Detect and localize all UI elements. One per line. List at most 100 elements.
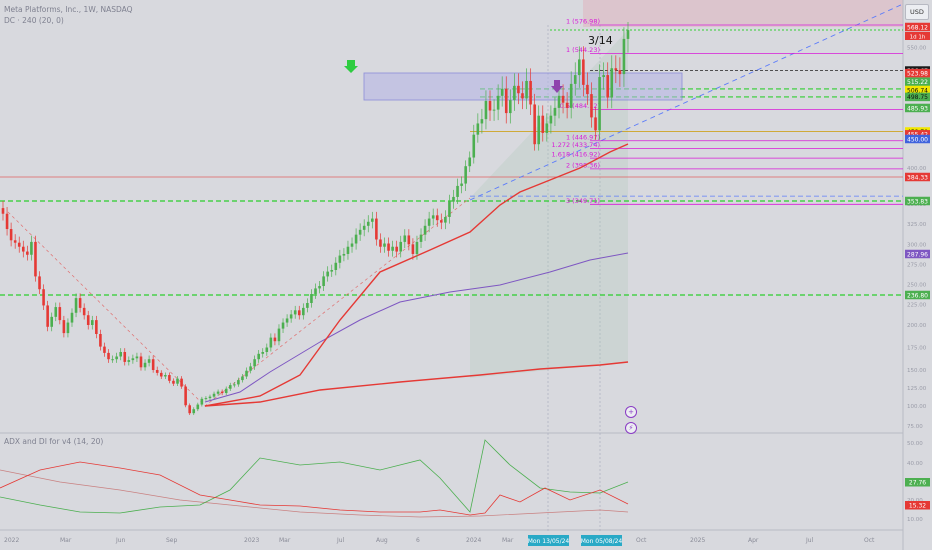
date-marker-badge bbox=[581, 535, 622, 546]
price-tag-label: 523.98 bbox=[907, 70, 928, 77]
annotation-text: 3/14 bbox=[588, 34, 613, 47]
candle bbox=[127, 360, 131, 362]
candle bbox=[468, 157, 472, 167]
price-tick-label: 150.00 bbox=[907, 368, 927, 374]
adx-plus-di-line bbox=[0, 439, 629, 514]
candle bbox=[306, 302, 309, 308]
candle bbox=[204, 398, 208, 400]
candle bbox=[565, 102, 569, 108]
candle bbox=[99, 334, 102, 347]
candle bbox=[54, 307, 58, 317]
candle bbox=[431, 215, 435, 219]
candle bbox=[281, 322, 285, 329]
candle bbox=[492, 109, 496, 111]
price-tick-label: 225.00 bbox=[907, 303, 927, 309]
candle bbox=[375, 218, 378, 240]
currency-button[interactable]: USD bbox=[905, 4, 929, 20]
price-tag bbox=[905, 134, 930, 144]
candle bbox=[241, 376, 244, 381]
candle bbox=[602, 75, 605, 78]
time-tick-label: Oct bbox=[864, 537, 875, 544]
candle bbox=[70, 312, 74, 323]
candle bbox=[476, 123, 480, 135]
fib-level-label: 3 (349.71) bbox=[566, 197, 600, 205]
candle bbox=[38, 276, 41, 290]
date-marker-label: Mon 05/08/24 bbox=[581, 538, 623, 545]
price-tag bbox=[905, 290, 930, 300]
price-tick-label: 300.00 bbox=[907, 242, 927, 248]
candle bbox=[192, 409, 196, 414]
price-tag-label: 353.83 bbox=[907, 198, 928, 205]
price-tick-label: 200.00 bbox=[907, 323, 927, 329]
candle bbox=[115, 356, 118, 360]
candle bbox=[82, 307, 86, 316]
candle bbox=[196, 404, 200, 410]
candle bbox=[74, 298, 78, 313]
candle bbox=[119, 352, 122, 357]
candle bbox=[237, 380, 240, 385]
adx-tag bbox=[905, 478, 930, 487]
candle bbox=[391, 246, 394, 251]
date-marker-badge bbox=[528, 535, 569, 546]
candle bbox=[297, 310, 301, 316]
price-tag bbox=[905, 85, 930, 95]
adx-tick-label: 10.00 bbox=[907, 517, 923, 523]
candle bbox=[509, 100, 512, 114]
candle bbox=[34, 241, 37, 277]
ma-purple-line bbox=[204, 252, 629, 403]
candle bbox=[103, 346, 106, 353]
candle bbox=[310, 294, 313, 303]
time-tick-label: 6 bbox=[416, 537, 420, 544]
candle bbox=[448, 201, 451, 217]
candle bbox=[464, 166, 467, 184]
candle bbox=[168, 375, 171, 381]
candle bbox=[594, 117, 597, 131]
candle bbox=[577, 59, 581, 76]
candle bbox=[517, 85, 520, 94]
adx-tag-label: 15.32 bbox=[909, 503, 926, 510]
candle bbox=[188, 405, 191, 414]
add-icon[interactable]: + bbox=[625, 406, 637, 418]
adx-tick-label: 50.00 bbox=[907, 441, 923, 447]
candle bbox=[626, 30, 630, 39]
candle bbox=[415, 241, 419, 254]
candle bbox=[338, 255, 342, 263]
adx-tag-label: 27.76 bbox=[909, 480, 926, 487]
candle bbox=[257, 353, 260, 360]
candle bbox=[318, 286, 321, 289]
lightning-icon[interactable]: ⚡ bbox=[625, 422, 637, 434]
candle bbox=[314, 288, 317, 295]
time-tick-label: 2022 bbox=[4, 537, 19, 544]
candle bbox=[350, 243, 354, 247]
candle bbox=[172, 380, 175, 384]
price-tag bbox=[905, 249, 930, 259]
candle bbox=[330, 269, 334, 272]
candle bbox=[537, 115, 541, 145]
candle bbox=[427, 218, 431, 226]
candle bbox=[472, 134, 476, 158]
down-arrow-purple bbox=[551, 80, 563, 93]
time-tick-label: 2024 bbox=[466, 537, 481, 544]
candle bbox=[285, 318, 289, 323]
candle bbox=[220, 391, 224, 394]
candle bbox=[456, 185, 459, 197]
candle bbox=[606, 75, 610, 98]
price-tick-label: 400.00 bbox=[907, 166, 927, 172]
candle bbox=[269, 337, 273, 348]
candle bbox=[139, 356, 143, 368]
candle bbox=[66, 322, 70, 334]
candle bbox=[488, 101, 492, 111]
price-tick-label: 125.00 bbox=[907, 386, 927, 392]
candle bbox=[42, 289, 45, 306]
date-marker-label: Mon 13/05/24 bbox=[528, 538, 570, 545]
adx-line bbox=[0, 469, 629, 518]
candle bbox=[208, 396, 212, 399]
candle bbox=[216, 391, 220, 394]
price-tick-label: 325.00 bbox=[907, 222, 927, 228]
candle bbox=[504, 88, 508, 114]
candle bbox=[13, 240, 17, 243]
candle bbox=[95, 320, 98, 334]
price-tag bbox=[905, 130, 930, 139]
candle bbox=[17, 242, 21, 247]
